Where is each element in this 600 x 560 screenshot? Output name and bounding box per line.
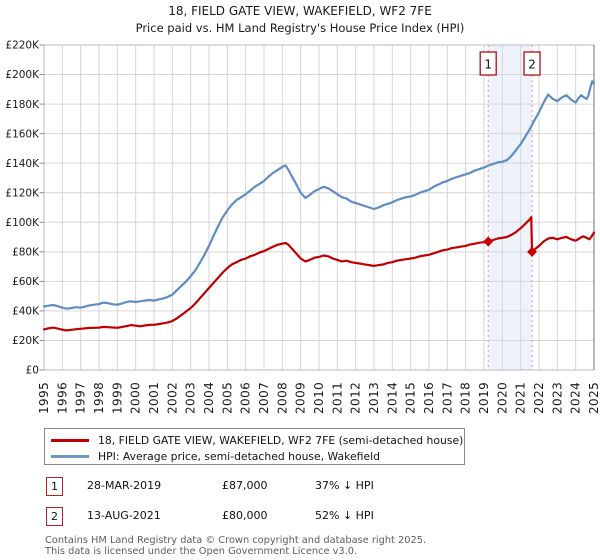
y-tick-label: £100K	[5, 217, 40, 229]
x-tick-label: 2009	[294, 382, 308, 414]
x-tick-label: 2008	[275, 382, 289, 414]
x-tick-label: 2002	[165, 382, 179, 414]
chart-legend: 18, FIELD GATE VIEW, WAKEFIELD, WF2 7FE …	[44, 428, 465, 465]
license-footer: Contains HM Land Registry data © Crown c…	[45, 535, 427, 557]
hpi-line	[42, 80, 596, 310]
transaction-row-2: 2 13-AUG-2021 £80,000 52% ↓ HPI	[0, 507, 600, 529]
x-tick-label: 2022	[532, 382, 546, 414]
x-tick-label: 2016	[422, 382, 436, 414]
x-tick-label: 2010	[312, 382, 326, 414]
sale-diamond-marker	[527, 246, 538, 257]
x-tick-label: 2006	[239, 382, 253, 414]
x-tick-label: 2015	[404, 382, 418, 414]
sale-diamond-marker	[483, 236, 494, 247]
x-tick-label: 2023	[550, 382, 564, 414]
x-tick-label: 2000	[129, 382, 143, 414]
price-line-swatch	[51, 438, 89, 442]
x-tick-label: 1995	[37, 382, 51, 414]
x-tick-label: 2020	[495, 382, 509, 414]
footer-line-2: This data is licensed under the Open Gov…	[45, 545, 358, 557]
sale-number-label: 1	[484, 58, 492, 72]
x-tick-label: 2012	[349, 382, 363, 414]
x-tick-label: 2014	[385, 382, 399, 414]
y-tick-label: £80K	[12, 247, 40, 259]
sale-number-label: 2	[528, 58, 536, 72]
x-tick-label: 2013	[367, 382, 381, 414]
x-tick-label: 2004	[202, 382, 216, 414]
page-subtitle: Price paid vs. HM Land Registry's House …	[135, 21, 465, 35]
x-tick-label: 1996	[55, 382, 69, 414]
transaction-2-date: 13-AUG-2021	[87, 509, 161, 522]
x-tick-label: 2017	[440, 382, 454, 414]
x-tick-label: 2021	[514, 382, 528, 414]
sale-number-box	[479, 51, 497, 76]
x-tick-label: 2005	[220, 382, 234, 414]
price-chart: £0 £20K £40K £60K £80K £100K £120K £140K £160K £1…	[5, 40, 600, 414]
transaction-1-hpi-note: 37% ↓ HPI	[315, 479, 374, 492]
x-tick-label: 2007	[257, 382, 271, 414]
y-tick-label: £140K	[5, 158, 40, 170]
x-tick-label: 2024	[569, 382, 583, 414]
transaction-2-hpi-note: 52% ↓ HPI	[315, 509, 374, 522]
legend-label-price-paid: 18, FIELD GATE VIEW, WAKEFIELD, WF2 7FE …	[98, 433, 464, 447]
footer-line-1: Contains HM Land Registry data © Crown c…	[45, 535, 427, 546]
x-tick-label: 2011	[330, 382, 344, 414]
transaction-row-1: 1 28-MAR-2019 £87,000 37% ↓ HPI	[0, 477, 600, 499]
x-tick-label: 1998	[92, 382, 106, 414]
transaction-1-date: 28-MAR-2019	[87, 479, 162, 492]
y-tick-label: £20K	[12, 335, 40, 347]
transaction-2-marker: 2	[46, 507, 63, 526]
x-tick-label: 1997	[74, 382, 88, 414]
x-tick-label: 2001	[147, 382, 161, 414]
x-tick-label: 2003	[184, 382, 198, 414]
transaction-1-marker: 1	[46, 477, 63, 496]
y-tick-label: £60K	[12, 276, 40, 288]
y-tick-label: £160K	[5, 128, 40, 140]
legend-item-price-paid: 18, FIELD GATE VIEW, WAKEFIELD, WF2 7FE …	[51, 432, 464, 448]
legend-label-hpi: HPI: Average price, semi-detached house,…	[98, 449, 380, 463]
x-tick-label: 1999	[110, 382, 124, 414]
transaction-2-price: £80,000	[222, 509, 268, 522]
transaction-1-price: £87,000	[222, 479, 268, 492]
y-tick-label: £40K	[12, 306, 40, 318]
y-tick-label: £180K	[5, 99, 40, 111]
x-tick-label: 2019	[477, 382, 491, 414]
y-tick-label: £120K	[5, 187, 40, 199]
hpi-line-swatch	[51, 454, 89, 458]
x-tick-label: 2018	[459, 382, 473, 414]
y-tick-label: £200K	[5, 69, 40, 81]
sale-period-band	[488, 45, 533, 370]
y-tick-label: £220K	[5, 40, 40, 52]
sale-number-box	[523, 51, 541, 76]
x-tick-label: 2025	[587, 382, 600, 414]
legend-item-hpi: HPI: Average price, semi-detached house,…	[51, 448, 464, 464]
price-paid-line	[42, 216, 596, 332]
page-title: 18, FIELD GATE VIEW, WAKEFIELD, WF2 7FE	[168, 4, 432, 18]
y-tick-label: £0	[26, 365, 39, 377]
